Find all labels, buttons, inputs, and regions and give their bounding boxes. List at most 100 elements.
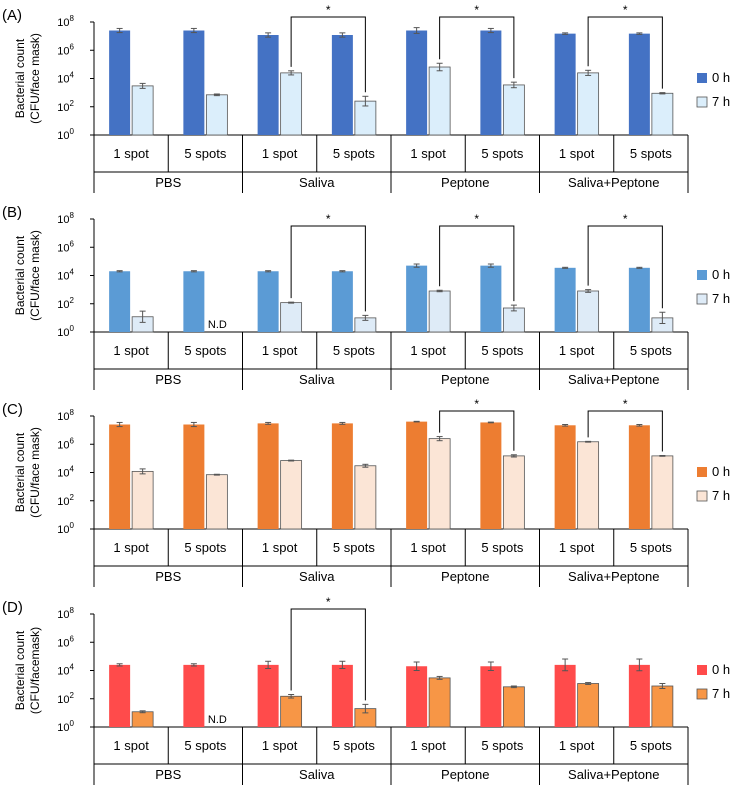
- legend-label: 7 h: [712, 291, 730, 306]
- y-tick-label: 104: [57, 71, 74, 86]
- significance-bracket: [439, 410, 515, 451]
- bar: [131, 711, 154, 728]
- group-label: Saliva: [299, 175, 335, 190]
- bar: [183, 664, 205, 727]
- y-tick-label: 100: [57, 719, 74, 734]
- y-tick-label: 102: [57, 691, 74, 706]
- y-tick-label: 102: [57, 296, 74, 311]
- category-label: 1 spot: [262, 738, 298, 753]
- y-tick-label: 108: [57, 606, 74, 621]
- group-label: Peptone: [441, 372, 489, 387]
- category-label: 5 spots: [630, 343, 672, 358]
- significance-bracket: [290, 608, 366, 701]
- group-label: Saliva+Peptone: [568, 767, 659, 782]
- legend-swatch: [696, 688, 708, 700]
- y-tick-label: 102: [57, 493, 74, 508]
- bar: [257, 35, 279, 136]
- y-axis-title: Bacterial count(CFU/facemask): [13, 627, 42, 714]
- y-tick-label: 100: [57, 324, 74, 339]
- bar: [554, 33, 576, 135]
- bar: [554, 267, 576, 332]
- bar: [109, 271, 131, 332]
- bar: [205, 94, 228, 136]
- category-label: 5 spots: [333, 540, 375, 555]
- y-axis-title: Bacterial count(CFU/face mask): [13, 33, 42, 124]
- category-label: 1 spot: [410, 343, 446, 358]
- group-label: PBS: [155, 372, 181, 387]
- group-label: PBS: [155, 569, 181, 584]
- y-axis-title-line: (CFU/facemask): [28, 627, 42, 714]
- bar: [502, 455, 525, 530]
- bar: [406, 265, 428, 332]
- group-label: PBS: [155, 175, 181, 190]
- bar: [628, 33, 650, 135]
- significance-label: *: [326, 212, 331, 226]
- y-axis-title-line: Bacterial count: [13, 38, 27, 118]
- category-label: 5 spots: [481, 540, 523, 555]
- bar: [502, 686, 525, 728]
- bar: [502, 84, 525, 136]
- bar: [480, 666, 502, 727]
- y-axis-title: Bacterial count(CFU/face mask): [13, 427, 42, 518]
- chart-panel: (A) Bacterial count(CFU/face mask) 100 102 1…: [2, 3, 730, 193]
- significance-label: *: [326, 3, 331, 17]
- y-tick-label: 104: [57, 663, 74, 678]
- y-tick-label: 100: [57, 521, 74, 536]
- y-axis-title-line: (CFU/face mask): [28, 230, 42, 321]
- bar: [554, 425, 576, 529]
- significance-label: *: [474, 397, 479, 411]
- legend-swatch: [696, 293, 708, 305]
- bar: [406, 30, 428, 135]
- significance-bracket: [439, 225, 515, 302]
- significance-bracket: [290, 16, 366, 93]
- y-axis-title-line: (CFU/face mask): [28, 427, 42, 518]
- category-label: 5 spots: [630, 738, 672, 753]
- group-label: Peptone: [441, 767, 489, 782]
- category-label: 1 spot: [410, 738, 446, 753]
- group-label: Saliva+Peptone: [568, 175, 659, 190]
- bar: [331, 271, 353, 332]
- significance-label: *: [623, 212, 628, 226]
- bar: [331, 35, 353, 136]
- legend-swatch: [697, 467, 707, 477]
- group-label: Saliva: [299, 372, 335, 387]
- legend-label: 0 h: [712, 267, 730, 282]
- bar: [428, 290, 451, 333]
- category-label: 5 spots: [184, 540, 226, 555]
- panel-label: (A): [2, 7, 22, 24]
- bar: [502, 307, 525, 333]
- y-axis-title: Bacterial count(CFU/face mask): [13, 230, 42, 321]
- bar: [205, 474, 228, 530]
- legend-label: 7 h: [712, 94, 730, 109]
- bar: [280, 302, 303, 333]
- legend-label: 0 h: [712, 464, 730, 479]
- bar: [131, 470, 154, 530]
- y-axis-title-line: (CFU/face mask): [28, 33, 42, 124]
- y-tick-label: 104: [57, 465, 74, 480]
- bar: [628, 267, 650, 332]
- category-label: 5 spots: [333, 146, 375, 161]
- bar: [331, 664, 353, 727]
- bar: [628, 664, 650, 727]
- bar: [109, 30, 131, 135]
- bar: [109, 664, 131, 727]
- category-label: 1 spot: [113, 540, 149, 555]
- bar: [280, 695, 303, 728]
- category-label: 1 spot: [262, 146, 298, 161]
- bar: [480, 422, 502, 529]
- bar: [354, 465, 377, 530]
- category-label: 5 spots: [184, 343, 226, 358]
- legend-label: 7 h: [712, 686, 730, 701]
- bar: [428, 438, 451, 530]
- y-tick-label: 100: [57, 127, 74, 142]
- category-label: 1 spot: [113, 146, 149, 161]
- category-label: 1 spot: [410, 540, 446, 555]
- bar: [406, 421, 428, 529]
- significance-bracket: [290, 225, 366, 312]
- bar: [183, 30, 205, 135]
- panel-label: (B): [2, 204, 22, 221]
- panel-label: (C): [2, 401, 23, 418]
- category-label: 1 spot: [262, 343, 298, 358]
- bar: [183, 271, 205, 332]
- bar: [406, 666, 428, 727]
